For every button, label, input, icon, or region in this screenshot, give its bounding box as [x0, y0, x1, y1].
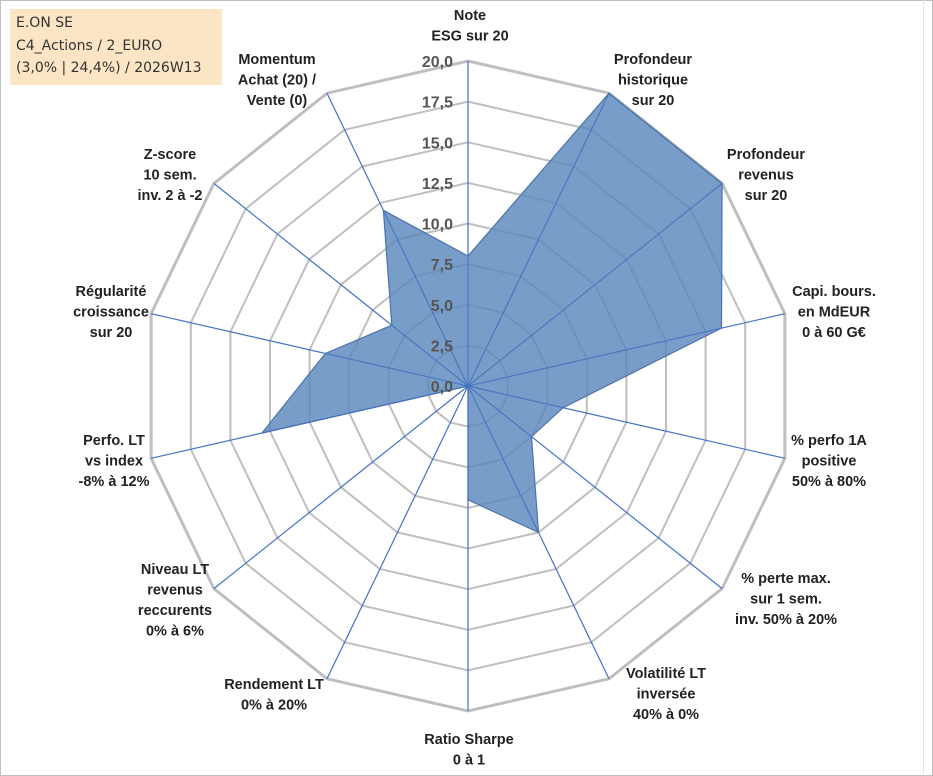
tick-label: 7,5	[431, 257, 453, 274]
axis-label-line: Niveau LT	[141, 562, 209, 578]
axis-label-line: Régularité	[76, 284, 147, 300]
tick-label: 17,5	[422, 95, 453, 112]
axis-label-line: Note	[454, 8, 486, 24]
radar-tick-labels: 0,0 2,5 5,0 7,5 10,0 12,5 15,0 17,5 20,0	[422, 54, 453, 396]
radar-series	[260, 92, 723, 534]
radar-axis-labels: Note ESG sur 20 Profondeur historique sur 20…	[73, 8, 876, 769]
axis-label-line: % perte max.	[741, 571, 830, 587]
axis-label-line: en MdEUR	[798, 305, 871, 321]
axis-label-line: Perfo. LT	[83, 433, 145, 449]
axis-label-line: reccurents	[138, 603, 212, 619]
company-name: E.ON SE	[16, 15, 73, 31]
axis-label-line: Volatilité LT	[626, 666, 706, 682]
axis-label-12: Z-score 10 sem. inv. 2 à -2	[137, 147, 202, 204]
data-spoke-1	[467, 92, 610, 387]
data-spoke-12	[391, 324, 469, 387]
axis-label-line: revenus	[738, 168, 794, 184]
axis-label-line: 0% à 20%	[241, 698, 307, 714]
axis-label-line: % perfo 1A	[791, 433, 867, 449]
axis-label-line: sur 20	[745, 188, 788, 204]
tick-label: 0,0	[431, 379, 453, 396]
axis-label-2: Profondeur revenus sur 20	[727, 147, 805, 204]
axis-label-line: 0% à 6%	[146, 624, 204, 640]
axis-label-5: % perte max. sur 1 sem. inv. 50% à 20%	[735, 571, 837, 628]
axis-label-line: 50% à 80%	[792, 474, 866, 490]
axis-label-line: Z-score	[144, 147, 196, 163]
axis-label-line: inv. 50% à 20%	[735, 612, 837, 628]
data-spoke-3	[467, 327, 722, 387]
tick-label: 5,0	[431, 298, 453, 315]
axis-label-10: Perfo. LT vs index -8% à 12%	[79, 433, 150, 490]
axis-label-9: Niveau LT revenus reccurents 0% à 6%	[138, 562, 212, 640]
axis-label-line: inversée	[637, 687, 696, 703]
axis-label-13: Momentum Achat (20) / Vente (0)	[238, 52, 316, 109]
axis-label-0: Note ESG sur 20	[431, 8, 508, 45]
axis-label-line: 40% à 0%	[633, 707, 699, 723]
axis-label-4: % perfo 1A positive 50% à 80%	[791, 433, 867, 490]
category-label: C4_Actions / 2_EURO	[16, 37, 163, 54]
tick-label: 12,5	[422, 176, 453, 193]
data-spoke-10	[261, 385, 469, 434]
axis-label-1: Profondeur historique sur 20	[614, 52, 692, 109]
info-box: E.ON SE C4_Actions / 2_EURO (3,0% | 24,4…	[10, 9, 222, 85]
axis-label-line: Achat (20) /	[238, 73, 316, 89]
tick-label: 10,0	[422, 217, 453, 234]
data-spoke-5	[467, 385, 532, 438]
period-label: (3,0% | 24,4%) / 2026W13	[16, 60, 202, 76]
tick-label: 20,0	[422, 54, 453, 71]
axis-label-line: 0 à 1	[453, 753, 485, 769]
axis-label-line: Momentum	[238, 52, 315, 68]
axis-label-line: sur 20	[632, 93, 675, 109]
axis-label-line: 10 sem.	[143, 168, 196, 184]
data-spoke-11	[325, 353, 469, 387]
spoke-8	[326, 385, 469, 680]
axis-label-line: Profondeur	[614, 52, 692, 68]
axis-label-line: Profondeur	[727, 147, 805, 163]
axis-label-line: inv. 2 à -2	[137, 188, 202, 204]
axis-label-line: Vente (0)	[247, 93, 308, 109]
axis-label-8: Rendement LT 0% à 20%	[224, 677, 324, 714]
axis-label-line: Capi. bours.	[792, 284, 876, 300]
axis-label-line: sur 20	[90, 325, 133, 341]
axis-label-3: Capi. bours. en MdEUR 0 à 60 G€	[792, 284, 876, 341]
axis-label-line: 0 à 60 G€	[802, 325, 866, 341]
data-area	[260, 92, 723, 534]
data-spoke-2	[467, 183, 723, 387]
tick-label: 15,0	[422, 135, 453, 152]
axis-label-line: ESG sur 20	[431, 29, 508, 45]
axis-label-11: Régularité croissance sur 20	[73, 284, 149, 341]
axis-label-line: Rendement LT	[224, 677, 324, 693]
axis-label-line: vs index	[85, 454, 143, 470]
axis-label-line: revenus	[147, 583, 203, 599]
axis-label-line: positive	[802, 454, 857, 470]
data-spoke-6	[467, 385, 539, 533]
axis-label-7: Ratio Sharpe 0 à 1	[424, 732, 513, 769]
tick-label: 2,5	[431, 338, 453, 355]
axis-label-line: historique	[618, 73, 688, 89]
data-spoke-4	[467, 385, 564, 409]
spoke-9	[213, 385, 469, 590]
axis-label-line: sur 1 sem.	[750, 592, 822, 608]
axis-label-line: Ratio Sharpe	[424, 732, 513, 748]
scrollbar-edge[interactable]	[923, 0, 924, 774]
data-spoke-13	[382, 210, 469, 387]
axis-label-line: -8% à 12%	[79, 474, 150, 490]
axis-label-6: Volatilité LT inversée 40% à 0%	[626, 666, 706, 723]
axis-label-line: croissance	[73, 305, 149, 321]
